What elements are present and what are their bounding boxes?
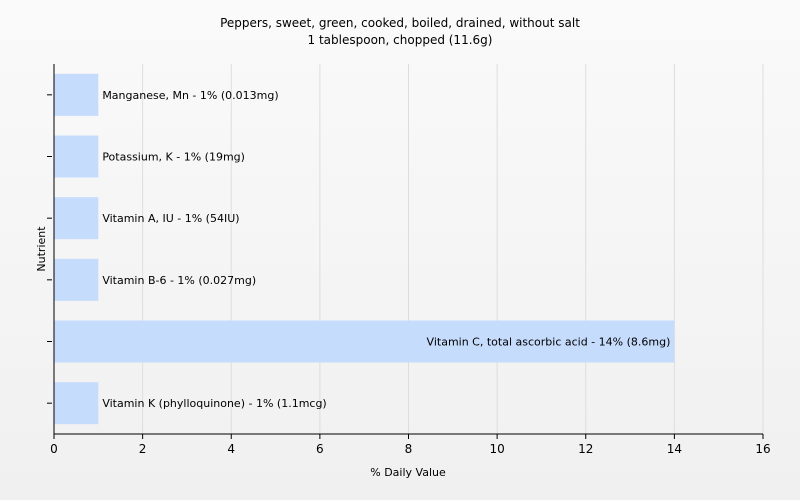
bar-data-label: Vitamin A, IU - 1% (54IU) [102,212,239,225]
x-tick-label: 10 [489,442,504,456]
x-tick-label: 6 [316,442,324,456]
x-tick-label: 14 [667,442,682,456]
axes [47,64,764,439]
x-tick-label: 12 [578,442,593,456]
bar-data-label: Vitamin C, total ascorbic acid - 14% (8.… [427,336,671,349]
x-tick-label: 0 [50,442,58,456]
bar [54,135,99,178]
bar [54,382,99,425]
bar-data-label: Vitamin B-6 - 1% (0.027mg) [102,274,256,287]
bar [54,197,99,240]
chart-title: Peppers, sweet, green, cooked, boiled, d… [220,16,580,30]
bar [54,320,675,363]
y-axis-label: Nutrient [35,226,48,272]
x-tick-label: 4 [227,442,235,456]
x-tick-label: 2 [139,442,147,456]
chart-subtitle: 1 tablespoon, chopped (11.6g) [308,33,493,47]
x-tick-label: 16 [755,442,770,456]
bar-data-label: Vitamin K (phylloquinone) - 1% (1.1mcg) [102,397,326,410]
bar [54,73,99,116]
bar [54,258,99,301]
bars: Manganese, Mn - 1% (0.013mg) Potassium, K… [54,73,675,425]
x-tick-label: 8 [405,442,413,456]
grid-lines [142,64,764,434]
bar-data-label: Potassium, K - 1% (19mg) [102,151,245,164]
x-tick-labels: 0 2 4 6 8 10 12 14 16 [50,442,770,456]
bar-data-label: Manganese, Mn - 1% (0.013mg) [102,89,278,102]
x-axis-label: % Daily Value [370,466,446,479]
